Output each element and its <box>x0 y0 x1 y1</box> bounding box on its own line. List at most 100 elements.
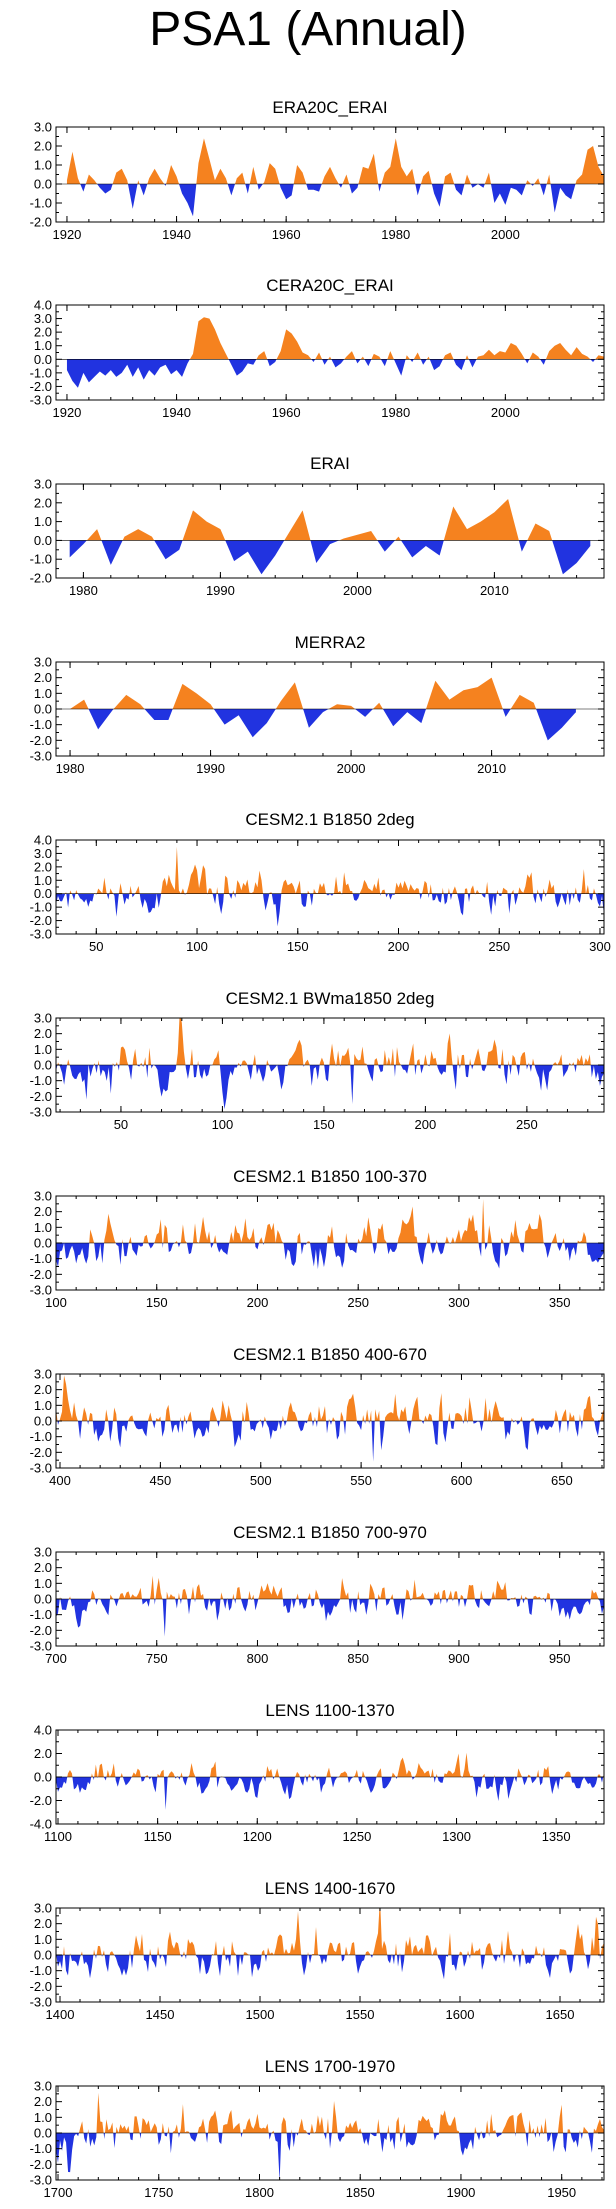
x-tick-label: 150 <box>287 939 309 954</box>
y-tick-label: 0.0 <box>34 702 52 717</box>
negative-anomaly-area <box>538 893 543 903</box>
negative-anomaly-area <box>279 1777 296 1800</box>
y-tick-label: 2.0 <box>34 859 52 874</box>
positive-anomaly-area <box>307 890 310 894</box>
positive-anomaly-area <box>120 1773 123 1777</box>
negative-anomaly-area <box>464 1065 470 1078</box>
y-tick-label: 0.0 <box>34 1414 52 1429</box>
positive-anomaly-area <box>307 1951 309 1955</box>
positive-anomaly-area <box>582 2126 589 2133</box>
positive-anomaly-area <box>374 1409 380 1421</box>
positive-anomaly-area <box>313 882 326 894</box>
negative-anomaly-area <box>368 1421 370 1424</box>
negative-anomaly-area <box>393 359 406 376</box>
positive-anomaly-area <box>501 2114 516 2133</box>
negative-anomaly-area <box>228 359 257 376</box>
positive-anomaly-area <box>536 1769 540 1777</box>
negative-anomaly-area <box>152 1421 156 1429</box>
negative-anomaly-area <box>473 1421 484 1432</box>
positive-anomaly-area <box>174 1240 178 1243</box>
positive-anomaly-area <box>163 1224 169 1243</box>
positive-anomaly-area <box>333 876 342 894</box>
positive-anomaly-area <box>188 1763 196 1777</box>
y-tick-label: -2.0 <box>30 1979 52 1994</box>
negative-anomaly-area <box>514 1777 518 1783</box>
y-tick-label: -3.0 <box>30 1995 52 2010</box>
negative-anomaly-area <box>432 1421 439 1446</box>
y-tick-label: -2.0 <box>30 1623 52 1638</box>
negative-anomaly-area <box>329 1421 333 1425</box>
negative-anomaly-area <box>502 709 511 717</box>
negative-anomaly-area <box>301 1955 308 1976</box>
positive-anomaly-area <box>600 1408 604 1421</box>
chart-title: CERA20C_ERAI <box>266 276 394 295</box>
x-tick-label: 1940 <box>162 405 191 420</box>
y-tick-label: 0.0 <box>34 1236 52 1251</box>
negative-anomaly-area <box>467 893 471 903</box>
negative-anomaly-area <box>484 1777 495 1789</box>
negative-anomaly-area <box>162 1599 167 1637</box>
positive-anomaly-area <box>463 1407 468 1421</box>
x-tick-label: 2000 <box>337 761 366 776</box>
x-tick-label: 50 <box>89 939 103 954</box>
positive-anomaly-area <box>524 1214 544 1243</box>
positive-anomaly-area <box>462 1752 473 1777</box>
negative-anomaly-area <box>374 1599 378 1612</box>
chart-title: CESM2.1 B1850 400-670 <box>233 1345 427 1364</box>
negative-anomaly-area <box>103 2133 105 2139</box>
positive-anomaly-area <box>241 1060 248 1065</box>
negative-anomaly-area <box>468 359 477 368</box>
positive-anomaly-area <box>487 1408 492 1421</box>
positive-anomaly-area <box>68 1596 71 1599</box>
negative-anomaly-area <box>595 893 604 916</box>
negative-anomaly-area <box>348 1599 358 1613</box>
positive-anomaly-area <box>448 887 450 894</box>
negative-anomaly-area <box>504 1777 515 1799</box>
negative-anomaly-area <box>257 184 263 190</box>
negative-anomaly-area <box>415 184 421 196</box>
y-tick-label: -3.0 <box>30 1639 52 1654</box>
negative-anomaly-area <box>156 893 162 908</box>
negative-anomaly-area <box>128 1065 133 1080</box>
negative-anomaly-area <box>222 1777 263 1799</box>
positive-anomaly-area <box>414 1763 431 1777</box>
negative-anomaly-area <box>261 1421 264 1429</box>
negative-anomaly-area <box>122 893 130 905</box>
positive-anomaly-area <box>122 1239 123 1243</box>
positive-anomaly-area <box>377 1587 386 1599</box>
positive-anomaly-area <box>186 1939 196 1955</box>
positive-anomaly-area <box>540 2124 544 2133</box>
y-tick-label: -3.0 <box>30 1461 52 1476</box>
page-title: PSA1 (Annual) <box>149 3 467 56</box>
negative-anomaly-area <box>148 1777 152 1780</box>
positive-anomaly-area <box>470 1941 481 1955</box>
y-tick-label: -2.0 <box>30 1089 52 1104</box>
positive-anomaly-area <box>438 2110 460 2133</box>
y-tick-label: 2.0 <box>34 1746 52 1761</box>
x-tick-label: 1900 <box>446 2185 475 2200</box>
positive-anomaly-area <box>510 1597 516 1599</box>
negative-anomaly-area <box>170 1421 180 1434</box>
positive-anomaly-area <box>357 1217 373 1243</box>
negative-anomaly-area <box>566 1955 574 1974</box>
y-tick-label: 1.0 <box>34 514 52 529</box>
positive-anomaly-area <box>148 1047 152 1065</box>
positive-anomaly-area <box>166 165 179 184</box>
negative-anomaly-area <box>117 1065 120 1071</box>
positive-anomaly-area <box>475 889 482 894</box>
negative-anomaly-area <box>359 1599 369 1615</box>
positive-anomaly-area <box>344 2120 362 2133</box>
negative-anomaly-area <box>566 1421 569 1432</box>
positive-anomaly-area <box>258 1583 283 1599</box>
positive-anomaly-area <box>467 1397 474 1421</box>
positive-anomaly-area <box>433 1591 440 1599</box>
negative-anomaly-area <box>395 1777 398 1779</box>
negative-anomaly-area <box>385 893 389 898</box>
positive-anomaly-area <box>383 1049 391 1065</box>
y-tick-label: 2.0 <box>34 325 52 340</box>
negative-anomaly-area <box>534 2133 537 2139</box>
negative-anomaly-area <box>234 893 236 898</box>
series-area <box>56 1375 604 1462</box>
positive-anomaly-area <box>404 1935 432 1955</box>
positive-anomaly-area <box>520 1594 523 1599</box>
